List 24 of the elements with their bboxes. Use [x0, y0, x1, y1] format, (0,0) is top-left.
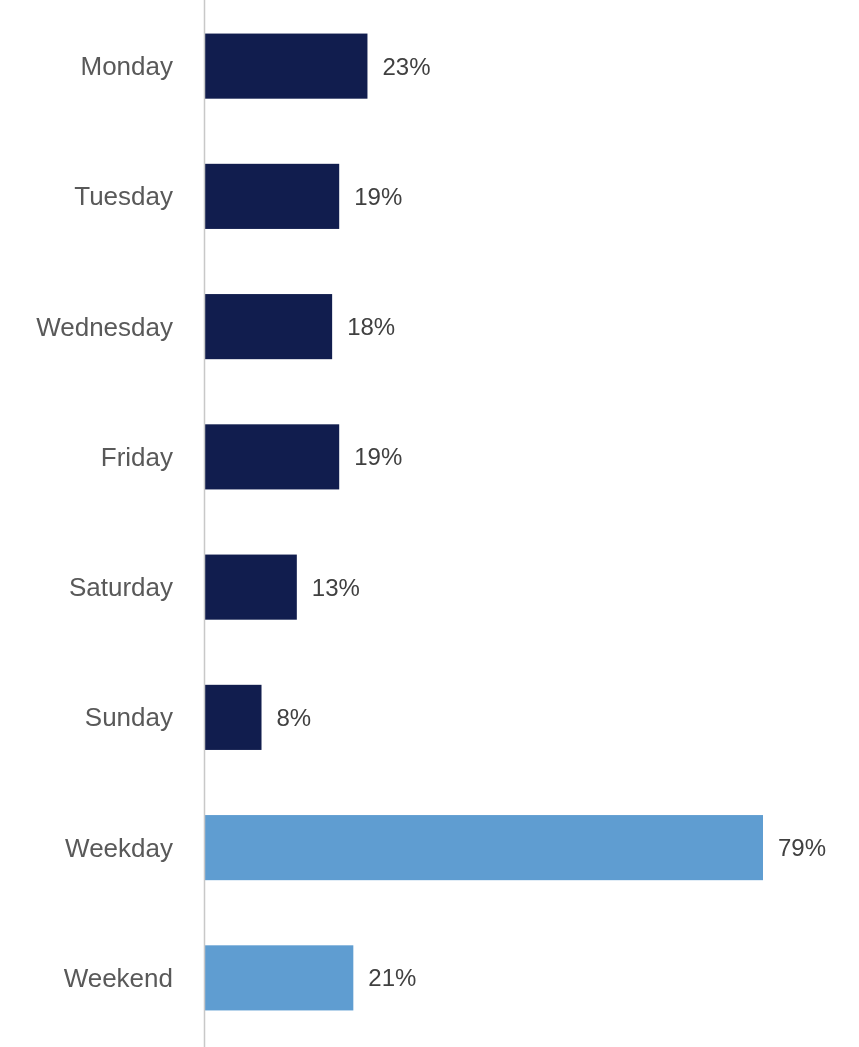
bar	[205, 684, 262, 750]
y-tick-label: Weekday	[65, 832, 173, 863]
bar	[205, 163, 340, 229]
y-tick-label: Monday	[80, 51, 173, 82]
bar	[205, 945, 354, 1011]
y-tick-label: Weekend	[63, 962, 173, 993]
data-label: 19%	[354, 182, 403, 210]
data-label: 8%	[276, 703, 312, 731]
data-label: 21%	[368, 964, 417, 992]
bar	[205, 294, 333, 360]
data-label: 23%	[382, 52, 431, 80]
bar	[205, 424, 340, 490]
y-tick-label: Sunday	[84, 702, 173, 733]
data-label: 13%	[311, 573, 360, 601]
data-label: 79%	[778, 834, 827, 862]
bar	[205, 554, 297, 620]
y-tick-label: Saturday	[68, 572, 173, 603]
bar	[205, 33, 368, 99]
data-label: 19%	[354, 443, 403, 471]
y-tick-label: Friday	[100, 441, 173, 472]
data-label: 18%	[347, 313, 396, 341]
y-tick-label: Wednesday	[36, 311, 173, 342]
bar	[205, 815, 763, 881]
y-tick-label: Tuesday	[74, 181, 173, 212]
